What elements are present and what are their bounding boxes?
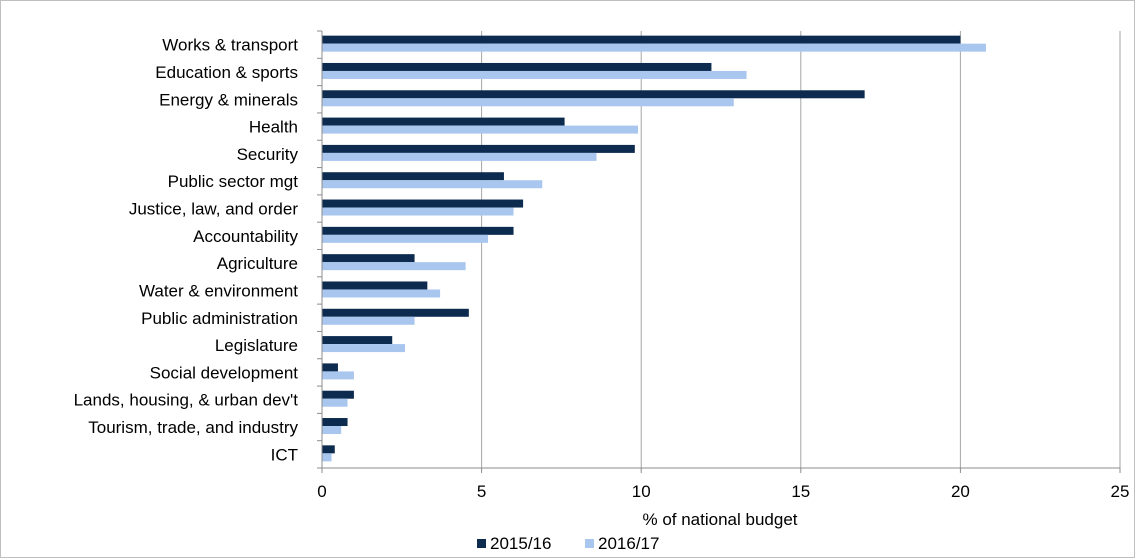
bar-2015-16 [322, 144, 635, 153]
bar-2015-16 [322, 390, 354, 399]
legend-label: 2015/16 [490, 534, 551, 553]
bar-2016-17 [322, 371, 354, 380]
bar-2015-16 [322, 35, 961, 44]
category-label: Energy & minerals [159, 90, 298, 109]
category-label: Security [237, 145, 299, 164]
bar-2015-16 [322, 117, 565, 126]
bar-2015-16 [322, 445, 335, 454]
x-tick-label: 0 [317, 482, 326, 501]
category-label: Works & transport [162, 36, 298, 55]
bar-2015-16 [322, 254, 415, 263]
category-label: Agriculture [217, 254, 298, 273]
bar-2016-17 [322, 316, 415, 325]
bar-2016-17 [322, 98, 734, 107]
bar-2016-17 [322, 344, 405, 353]
category-label: Social development [150, 363, 299, 382]
bar-2015-16 [322, 336, 393, 345]
bars [322, 35, 986, 462]
axes [317, 30, 1121, 473]
bar-2016-17 [322, 426, 342, 435]
x-tick-labels: 0 5 10 15 20 25 [317, 482, 1129, 501]
bar-2015-16 [322, 226, 514, 235]
x-axis-title: % of national budget [642, 510, 797, 529]
category-label: Accountability [193, 227, 298, 246]
bar-2015-16 [322, 90, 865, 99]
bar-2015-16 [322, 308, 469, 317]
bar-2016-17 [322, 152, 597, 161]
bar-2016-17 [322, 125, 639, 134]
bar-2016-17 [322, 70, 747, 79]
category-label: Public sector mgt [168, 172, 299, 191]
bar-2015-16 [322, 281, 428, 290]
x-tick-label: 25 [1111, 482, 1130, 501]
bar-2015-16 [322, 172, 504, 181]
bar-2016-17 [322, 234, 488, 243]
bar-2016-17 [322, 180, 543, 189]
bar-2016-17 [322, 262, 466, 271]
bar-2015-16 [322, 418, 348, 427]
x-tick-label: 20 [951, 482, 970, 501]
legend-swatch [585, 539, 594, 548]
category-label: Education & sports [155, 63, 298, 82]
category-labels: Works & transport Education & sports Energ… [74, 36, 299, 465]
category-label: Health [249, 118, 298, 137]
legend-label: 2016/17 [598, 534, 659, 553]
category-label: Water & environment [139, 281, 298, 300]
bar-2016-17 [322, 398, 348, 407]
legend: 2015/16 2016/17 [477, 534, 659, 553]
bar-2016-17 [322, 453, 332, 462]
x-tick-label: 5 [477, 482, 486, 501]
bar-2015-16 [322, 62, 712, 71]
x-tick-label: 15 [791, 482, 810, 501]
x-tick-label: 10 [632, 482, 651, 501]
bar-2016-17 [322, 43, 986, 52]
category-label: Justice, law, and order [129, 200, 298, 219]
category-label: Public administration [141, 309, 298, 328]
category-label: Legislature [215, 336, 298, 355]
category-label: Tourism, trade, and industry [88, 418, 298, 437]
bar-2015-16 [322, 363, 338, 372]
category-label: Lands, housing, & urban dev't [74, 391, 299, 410]
bar-2016-17 [322, 289, 441, 298]
category-label: ICT [271, 445, 298, 464]
bar-2015-16 [322, 199, 524, 208]
legend-swatch [477, 539, 486, 548]
bar-2016-17 [322, 207, 514, 216]
